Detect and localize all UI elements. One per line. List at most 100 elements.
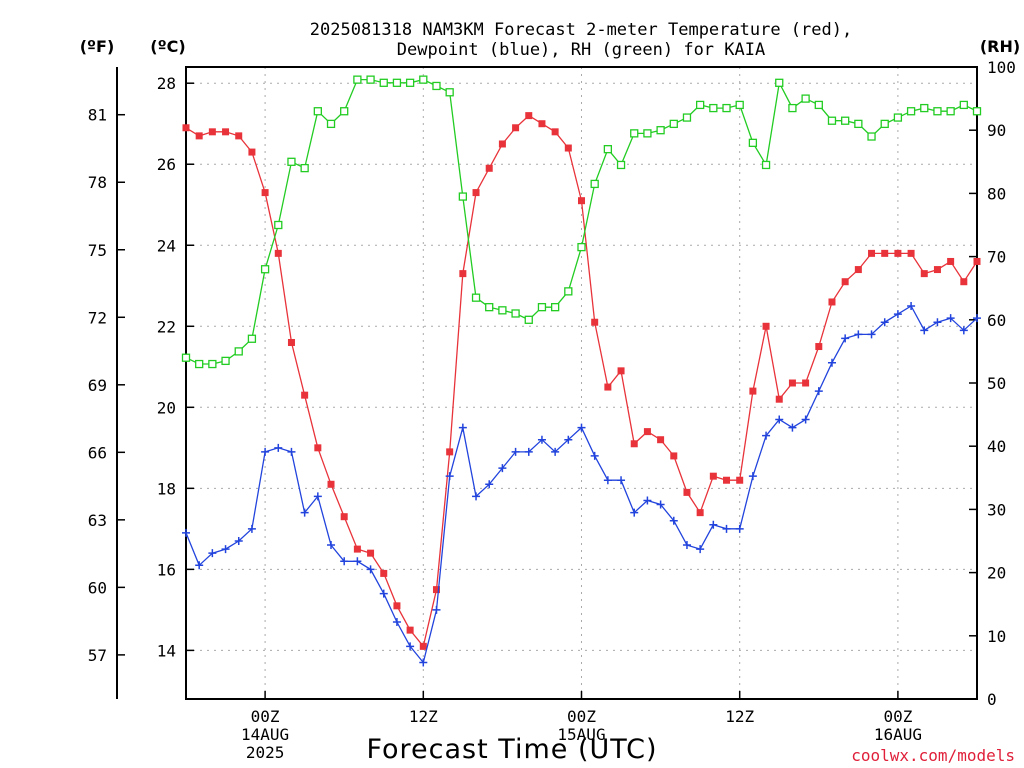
dewpoint-point [907, 302, 916, 311]
rh-point [181, 353, 191, 362]
dewpoint-point [775, 415, 784, 424]
grid-lines [186, 67, 977, 699]
dewpoint-point [841, 334, 850, 343]
rh-point [287, 157, 296, 166]
rh-point [827, 116, 837, 125]
2-meter-temperature-point [907, 249, 915, 257]
2-meter-temperature-point [947, 257, 955, 265]
celsius-tick-label: 20 [157, 398, 176, 417]
dewpoint-point [472, 492, 481, 501]
dewpoint-point [933, 318, 942, 327]
rh-tick-label: 10 [987, 627, 1006, 646]
rh-point [274, 220, 283, 230]
x-axis-label: Forecast Time (UTC) [366, 734, 657, 765]
rh-point [260, 265, 270, 274]
dewpoint-series [182, 302, 981, 667]
rh-point [867, 132, 876, 141]
2-meter-temperature-point [643, 428, 651, 436]
dewpoint-point [735, 524, 744, 533]
fahrenheit-tick-label: 75 [88, 241, 107, 260]
rh-tick-label: 70 [987, 248, 1006, 267]
rh-point [959, 100, 968, 110]
dewpoint-point [762, 431, 771, 440]
2-meter-temperature-point [235, 132, 243, 140]
dewpoint-point [946, 314, 955, 323]
2-meter-temperature-point [749, 387, 757, 395]
2-meter-temperature-point [933, 266, 941, 274]
fahrenheit-unit-label: (ºF) [80, 37, 115, 56]
dewpoint-point [722, 524, 731, 533]
2-meter-temperature-point [195, 132, 203, 140]
rh-point [616, 160, 626, 170]
2-meter-temperature-point [604, 383, 612, 391]
credit-text: coolwx.com/models [851, 746, 1015, 765]
dewpoint-point [788, 423, 797, 432]
dewpoint-point [630, 508, 639, 517]
2-meter-temperature-point [696, 509, 704, 517]
dewpoint-point [524, 447, 533, 456]
rh-point [696, 100, 705, 110]
celsius-tick-label: 18 [157, 479, 176, 498]
2-meter-temperature-point [367, 549, 375, 557]
2-meter-temperature-point [564, 144, 572, 152]
2-meter-temperature-point [406, 626, 414, 634]
rh-point [485, 303, 494, 312]
rh-point [590, 179, 599, 189]
dewpoint-point [880, 318, 889, 327]
x-tick-label: 12Z [725, 707, 754, 726]
rh-point [656, 126, 665, 135]
rh-point [195, 359, 204, 369]
dewpoint-point [893, 310, 902, 319]
fahrenheit-tick-label: 72 [88, 308, 107, 327]
rh-tick-label: 20 [987, 564, 1006, 583]
rh-point [788, 103, 797, 113]
dewpoint-point [392, 618, 401, 627]
dewpoint-point [247, 524, 256, 533]
dewpoint-point [485, 480, 494, 489]
2-meter-temperature-point [353, 545, 361, 553]
rh-tick-label: 40 [987, 437, 1006, 456]
2-meter-temperature-point [762, 322, 770, 330]
2-meter-temperature-point [973, 257, 981, 265]
rh-point [340, 107, 349, 116]
rh-point [735, 100, 744, 110]
rh-point [709, 103, 718, 113]
dewpoint-point [814, 387, 823, 396]
rh-point [498, 306, 507, 315]
2-meter-temperature-point [340, 513, 348, 521]
dewpoint-point [973, 314, 981, 323]
rh-point [880, 119, 889, 129]
dewpoint-point [234, 537, 243, 545]
2-meter-temperature-point [472, 189, 480, 197]
dewpoint-point [498, 464, 507, 473]
2-meter-temperature-point [894, 249, 902, 257]
2-meter-temperature-point [815, 343, 823, 351]
rh-series [181, 75, 982, 369]
x-tick-label: 00Z [567, 707, 596, 726]
rh-point [682, 113, 692, 122]
dewpoint-line [185, 305, 978, 664]
2-meter-temperature-point [419, 642, 427, 650]
dewpoint-point [643, 496, 652, 505]
rh-point [234, 347, 243, 356]
rh-point [893, 113, 903, 122]
dewpoint-point [854, 330, 863, 339]
rh-point [313, 107, 322, 116]
celsius-tick-label: 22 [157, 317, 176, 336]
2-meter-temperature-point [314, 444, 322, 452]
dewpoint-point [827, 358, 836, 367]
2-meter-temperature-point [802, 379, 810, 387]
2-meter-temperature-point [248, 148, 256, 156]
dewpoint-point [590, 451, 599, 460]
fahrenheit-tick-label: 63 [88, 511, 107, 530]
rh-tick-label: 50 [987, 374, 1006, 393]
rh-point [300, 163, 309, 173]
rh-unit-label: (RH) [980, 37, 1020, 56]
rh-point [458, 192, 468, 201]
dewpoint-point [432, 605, 441, 614]
2-meter-temperature-point [485, 164, 493, 172]
rh-tick-label: 60 [987, 311, 1006, 330]
dewpoint-point [656, 500, 665, 509]
rh-point [537, 303, 547, 312]
